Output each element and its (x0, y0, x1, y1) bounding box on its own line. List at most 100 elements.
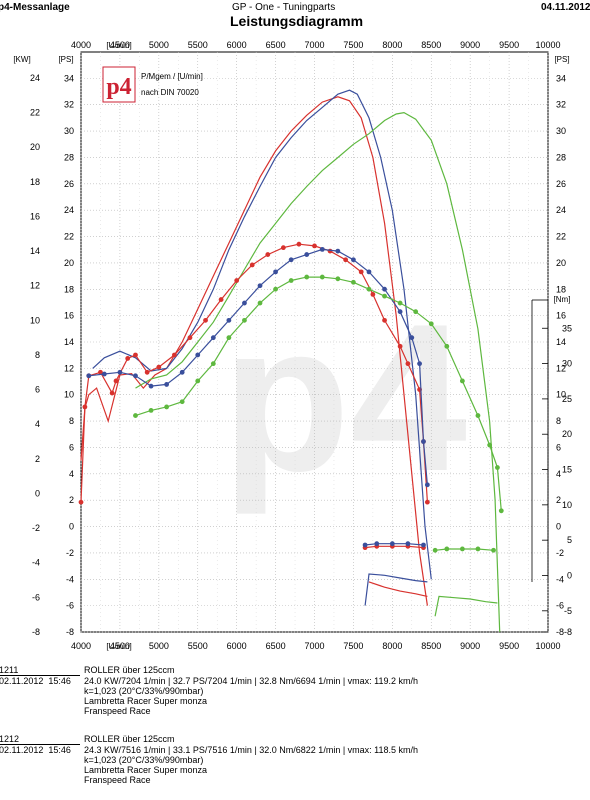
series-line-5 (135, 276, 502, 511)
series-point-3 (98, 369, 103, 375)
series-point-7 (405, 541, 411, 547)
x-tick-label-bottom: 4500 (110, 641, 130, 651)
kw-unit-label: [KW] (13, 55, 30, 64)
ps-tick-label-left: 20 (64, 258, 74, 268)
series-point-4 (288, 257, 294, 263)
kw-tick-label: 20 (30, 142, 40, 152)
series-point-4 (133, 373, 138, 379)
run-correction: k=1,023 (20°C/33%/990mbar) (84, 686, 204, 696)
x-tick-label-top: 4500 (110, 40, 130, 50)
kw-tick-label: -4 (32, 558, 40, 568)
ps-tick-label-left: 24 (64, 205, 74, 215)
series-point-5 (475, 413, 481, 418)
series-point-4 (210, 335, 216, 341)
series-point-4 (257, 283, 263, 289)
series-point-3 (280, 245, 286, 251)
x-tick-label-bottom: 7500 (343, 641, 363, 651)
series-point-5 (444, 343, 450, 349)
series-point-3 (78, 499, 84, 505)
run-datetime: 02.11.2012 15:46 (0, 745, 71, 755)
series-line-2 (135, 111, 501, 633)
x-tick-label-bottom: 4000 (71, 641, 91, 651)
series-point-3 (249, 262, 255, 268)
x-tick-label-bottom: 9500 (499, 641, 519, 651)
series-point-3 (187, 335, 193, 341)
run-vehicle: Lambretta Racer Super monza (84, 696, 208, 706)
kw-tick-label: 18 (30, 177, 40, 187)
x-tick-label-bottom: 7000 (304, 641, 324, 651)
x-tick-label-top: 5000 (149, 40, 169, 50)
series-point-5 (335, 276, 341, 282)
series-point-3 (382, 317, 387, 323)
ps-tick-label-left: -6 (66, 601, 74, 611)
watermark-logo: p4 (222, 280, 467, 515)
x-tick-label-top: 7500 (343, 40, 363, 50)
x-unit-label-top: [U/min] (106, 41, 131, 50)
kw-tick-label: 0 (35, 488, 40, 498)
series-point-4 (195, 352, 201, 358)
kw-tick-label: 4 (35, 419, 40, 429)
x-tick-label-bottom: 8000 (382, 641, 402, 651)
run-stats: 24.3 KW/7516 1/min | 33.1 PS/7516 1/min … (84, 745, 419, 755)
x-tick-label-top: 6000 (227, 40, 247, 50)
ps-tick-label-right: 0 (556, 522, 561, 532)
ps-tick-label-left: 22 (64, 232, 74, 242)
ps-tick-label-right: -4 (556, 574, 564, 584)
ps-tick-label-left: 30 (64, 126, 74, 136)
ps-tick-label-right: 18 (556, 284, 566, 294)
ps-tick-label-right: -8 (556, 627, 564, 637)
series-point-3 (203, 317, 208, 323)
series-point-4 (148, 383, 154, 389)
nm-tick-label: 25 (562, 394, 572, 404)
kw-tick-label: 12 (30, 281, 40, 291)
series-point-4 (421, 439, 426, 444)
series-point-3 (265, 252, 271, 257)
series-point-4 (382, 286, 387, 292)
series-point-5 (242, 317, 247, 323)
ps-tick-label-right: 10 (556, 390, 566, 400)
nm-tick-label: -8 (564, 627, 572, 637)
series-point-4 (164, 382, 170, 387)
ps-tick-label-right: 8 (556, 416, 561, 426)
series-point-4 (424, 482, 430, 488)
ps-tick-label-right: 22 (556, 232, 566, 242)
ps-tick-label-left: 26 (64, 179, 74, 189)
ps-tick-label-left: 34 (64, 73, 74, 83)
series-point-3 (144, 369, 150, 375)
series-point-3 (113, 378, 119, 384)
series-point-3 (312, 243, 317, 249)
ps-tick-label-right: 30 (556, 126, 566, 136)
series-point-3 (424, 499, 430, 505)
series-point-8 (459, 546, 465, 552)
series-point-3 (172, 352, 177, 358)
series-point-7 (389, 541, 395, 547)
ps-tick-label-right: 20 (556, 258, 566, 268)
series-point-5 (498, 508, 504, 514)
ps-tick-label-right: 24 (556, 205, 566, 215)
x-tick-label-bottom: 5000 (149, 641, 169, 651)
series-point-3 (343, 257, 349, 263)
ps-tick-label-left: 0 (69, 522, 74, 532)
x-tick-label-top: 6500 (266, 40, 286, 50)
run-list: 1211 02.11.2012 15:46 ROLLER über 125ccm… (0, 665, 590, 799)
series-point-7 (374, 541, 380, 547)
series-point-5 (210, 361, 216, 367)
nm-tick-label: -5 (564, 606, 572, 616)
run-name: ROLLER über 125ccm (84, 734, 175, 744)
ps-tick-label-left: 2 (69, 495, 74, 505)
ps-tick-label-left: 28 (64, 152, 74, 162)
legend-line-1: P/Mgem / [U/min] (141, 72, 203, 81)
series-point-5 (397, 300, 403, 306)
x-unit-label-bottom: [U/min] (106, 642, 131, 651)
nm-tick-label: 10 (562, 500, 572, 510)
x-tick-label-top: 8500 (421, 40, 441, 50)
ps-tick-label-right: 12 (556, 363, 566, 373)
ps-tick-label-right: 32 (556, 100, 566, 110)
nm-tick-label: 15 (562, 465, 572, 475)
run-datetime: 02.11.2012 15:46 (0, 676, 71, 686)
series-point-3 (405, 361, 411, 367)
series-point-5 (148, 407, 154, 413)
series-point-7 (362, 542, 368, 548)
series-point-4 (242, 300, 247, 306)
series-point-4 (335, 248, 341, 254)
